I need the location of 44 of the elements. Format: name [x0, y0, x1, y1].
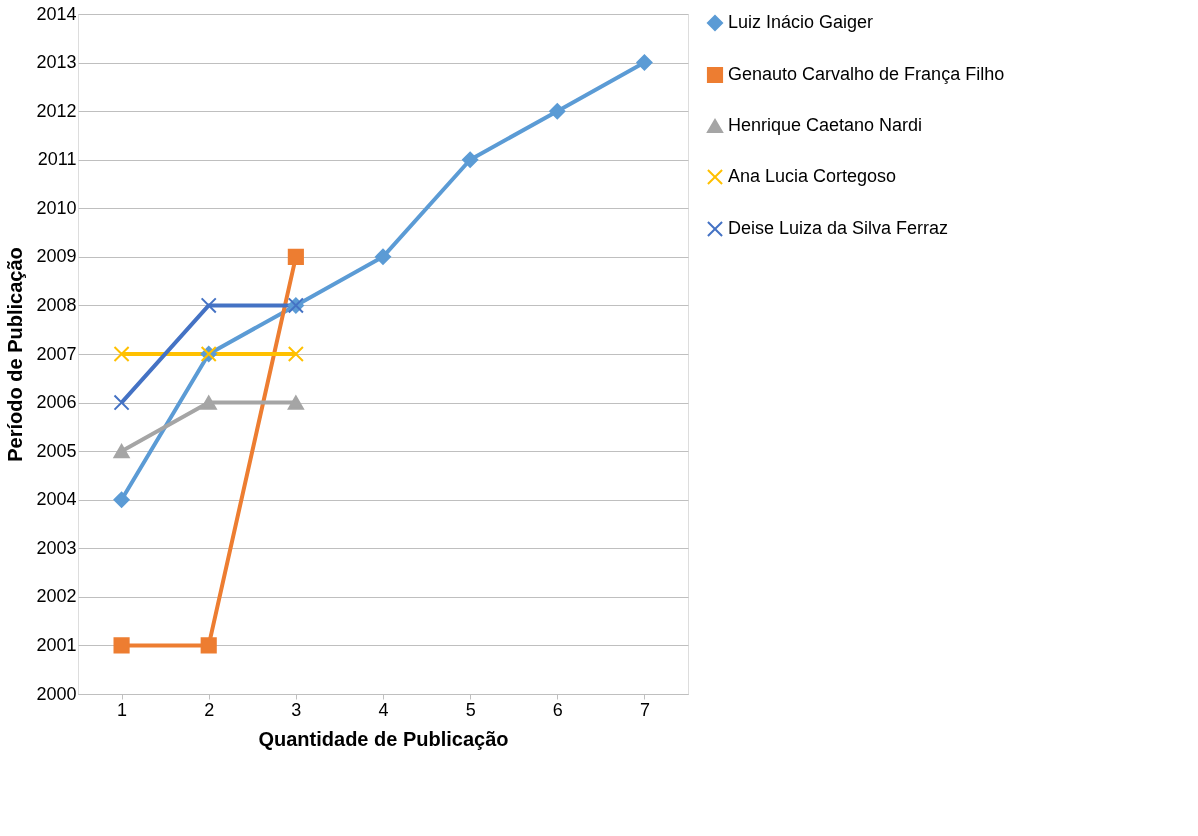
- x-axis-title: Quantidade de Publicação: [258, 727, 509, 750]
- y-tick-label: 2003: [36, 537, 77, 558]
- legend-label: Henrique Caetano Nardi: [728, 115, 923, 135]
- y-tick-label: 2009: [36, 246, 77, 267]
- point: [636, 54, 653, 71]
- y-tick-label: 2004: [36, 489, 77, 510]
- point: [200, 297, 217, 314]
- point: [287, 345, 304, 363]
- legend-label: Luiz Inácio Gaiger: [728, 12, 874, 32]
- legend-label: Ana Lucia Cortegoso: [728, 166, 897, 186]
- x-tick-label: 5: [465, 699, 476, 720]
- point: [113, 637, 130, 654]
- legend-label: Genauto Carvalho de França Filho: [728, 64, 1005, 84]
- point: [287, 248, 304, 265]
- y-tick-label: 2010: [36, 197, 77, 218]
- y-axis-title: Período de Publicação: [4, 247, 27, 462]
- x-tick-label: 2: [204, 699, 215, 720]
- y-tick-label: 2007: [36, 343, 77, 364]
- y-tick-label: 2006: [36, 392, 77, 413]
- point: [549, 103, 566, 120]
- x-tick-label: 4: [378, 699, 389, 720]
- point: [462, 151, 479, 168]
- y-tick-label: 2002: [36, 586, 77, 607]
- x-tick-label: 6: [552, 699, 563, 720]
- y-tick-label: 2013: [36, 52, 77, 73]
- point: [113, 394, 130, 411]
- y-tick-label: 2008: [36, 294, 77, 315]
- y-tick-label: 2001: [36, 634, 77, 655]
- point: [374, 248, 392, 265]
- point: [200, 637, 217, 654]
- x-tick-label: 7: [639, 699, 650, 720]
- y-tick-label: 2005: [36, 440, 77, 461]
- point: [287, 395, 304, 410]
- y-tick-label: 2012: [36, 100, 77, 121]
- point: [113, 491, 130, 508]
- point: [200, 395, 217, 410]
- y-tick-label: 2011: [37, 149, 77, 170]
- point: [113, 444, 130, 459]
- y-tick-label: 2014: [36, 3, 77, 24]
- legend-label: Deise Luiza da Silva Ferraz: [728, 218, 949, 238]
- point: [113, 345, 130, 363]
- x-tick-label: 1: [117, 699, 128, 720]
- x-tick-label: 3: [291, 699, 302, 720]
- y-tick-label: 2000: [36, 683, 77, 704]
